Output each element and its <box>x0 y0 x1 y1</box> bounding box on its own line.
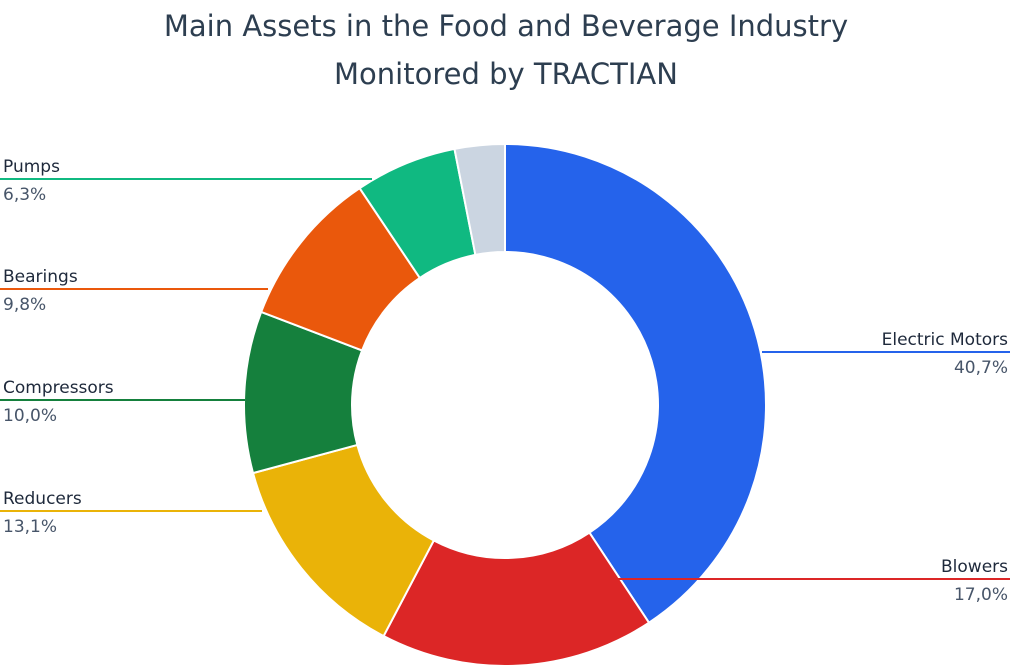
slice-label: Electric Motors <box>882 330 1009 350</box>
slice-value-label: 40,7% <box>954 358 1008 378</box>
slice-value-label: 17,0% <box>954 585 1008 605</box>
slice-value-label: 6,3% <box>3 185 46 205</box>
slice-label: Bearings <box>3 267 78 287</box>
slice-label: Compressors <box>3 378 114 398</box>
donut-slice <box>504 142 767 625</box>
slice-value-label: 9,8% <box>3 295 46 315</box>
donut-slice <box>453 142 506 257</box>
slice-value-label: 10,0% <box>3 406 57 426</box>
slice-label: Blowers <box>941 557 1008 577</box>
chart-title: Main Assets in the Food and Beverage Ind… <box>164 9 848 43</box>
slice-label: Pumps <box>3 157 60 177</box>
chart-title: Monitored by TRACTIAN <box>334 57 678 91</box>
slice-label: Reducers <box>3 489 82 509</box>
slice-value-label: 13,1% <box>3 517 57 537</box>
donut-slice <box>382 531 651 667</box>
